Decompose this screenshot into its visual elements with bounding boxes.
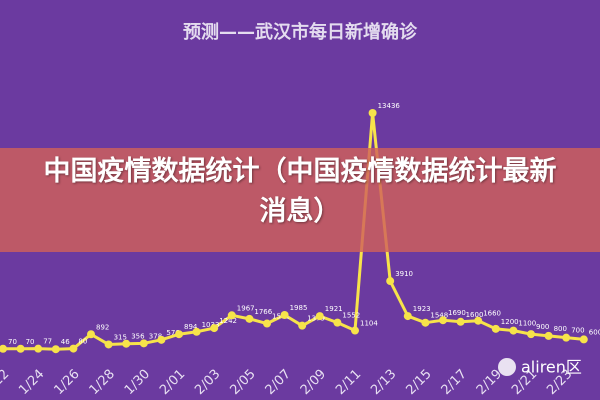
x-tick-label: 2/13 [368, 367, 399, 398]
x-tick-label: 2/01 [157, 367, 188, 398]
point [333, 318, 342, 327]
point [210, 324, 219, 333]
point [122, 339, 131, 348]
data-label: 3910 [395, 270, 413, 278]
data-label: 1548 [430, 312, 448, 320]
point [544, 331, 553, 340]
banner-background [0, 148, 600, 252]
data-label: 1033 [202, 321, 220, 329]
point [386, 277, 395, 286]
banner: 中国疫情数据统计（中国疫情数据统计最新消息） [43, 156, 557, 227]
x-tick-label: 1/28 [87, 367, 118, 398]
data-label: 70 [8, 338, 17, 346]
data-label: 1552 [342, 312, 360, 320]
data-label: 1100 [518, 320, 536, 328]
data-label: 1967 [237, 304, 255, 312]
point [421, 318, 430, 327]
point [175, 330, 183, 339]
point [351, 326, 359, 335]
data-label: 700 [571, 327, 584, 335]
point [368, 108, 377, 117]
data-label: 1660 [483, 310, 501, 318]
data-label: 70 [26, 338, 35, 346]
point [509, 326, 518, 335]
x-tick-label: 2/17 [439, 367, 470, 398]
point [439, 316, 447, 325]
point [456, 317, 465, 326]
point [245, 314, 254, 323]
x-tick-label: 1/30 [122, 367, 153, 398]
point [403, 312, 412, 321]
banner-text: 中国疫情数据统计（中国疫情数据统计最新消息） [43, 156, 557, 227]
data-label: 1923 [413, 305, 431, 313]
point [474, 316, 483, 325]
data-label: 13436 [378, 102, 401, 110]
point [579, 335, 588, 344]
point [263, 319, 271, 328]
point [157, 335, 166, 344]
data-label: 576 [166, 329, 180, 337]
data-label: 600 [589, 328, 600, 336]
point [280, 310, 289, 319]
line [3, 111, 584, 351]
x-tick-label: 1/26 [51, 367, 82, 398]
point [227, 311, 236, 320]
data-label: 1379 [307, 315, 325, 323]
point [298, 321, 307, 330]
point [87, 330, 95, 339]
point [0, 344, 7, 353]
chart-title: 预测——武汉市每日新增确诊 [183, 21, 418, 43]
data-label: 1921 [325, 305, 343, 313]
point [315, 312, 324, 321]
x-tick-label: 1/24 [16, 367, 47, 398]
x-tick-label: 2/03 [192, 367, 223, 398]
point [527, 330, 535, 339]
data-label: 900 [536, 323, 549, 331]
point [139, 339, 148, 348]
data-label: 80 [78, 338, 87, 346]
data-label: 1200 [501, 318, 519, 326]
point [51, 345, 60, 354]
data-label: 378 [149, 332, 162, 340]
data-label: 1242 [219, 317, 237, 325]
data-label: 315 [114, 333, 127, 341]
data-label: 1600 [466, 311, 484, 319]
x-tick-label: 2/11 [333, 367, 364, 398]
data-label: 356 [131, 333, 145, 341]
point [562, 333, 571, 342]
x-tick-label: 2/07 [263, 367, 294, 398]
x-tick-label: 2/15 [403, 367, 434, 398]
point [192, 327, 201, 336]
x-tick-label: 2/09 [298, 367, 329, 398]
point [104, 340, 113, 349]
x-tick-label: 1/22 [0, 367, 12, 398]
data-label: 46 [61, 338, 70, 346]
data-label: 892 [96, 323, 109, 331]
point [491, 324, 500, 333]
data-label: 1985 [290, 304, 308, 312]
point [16, 344, 25, 353]
data-label: 1766 [254, 308, 272, 316]
data-label: 894 [184, 323, 198, 331]
data-label: 800 [554, 325, 567, 333]
data-label: 1104 [360, 320, 378, 328]
point [34, 344, 43, 353]
watermark-icon [498, 358, 516, 376]
x-tick-label: 2/05 [227, 367, 258, 398]
watermark: aliren区 [521, 358, 582, 377]
data-label: 1690 [448, 309, 466, 317]
point [69, 344, 78, 353]
data-label: 77 [43, 338, 52, 346]
